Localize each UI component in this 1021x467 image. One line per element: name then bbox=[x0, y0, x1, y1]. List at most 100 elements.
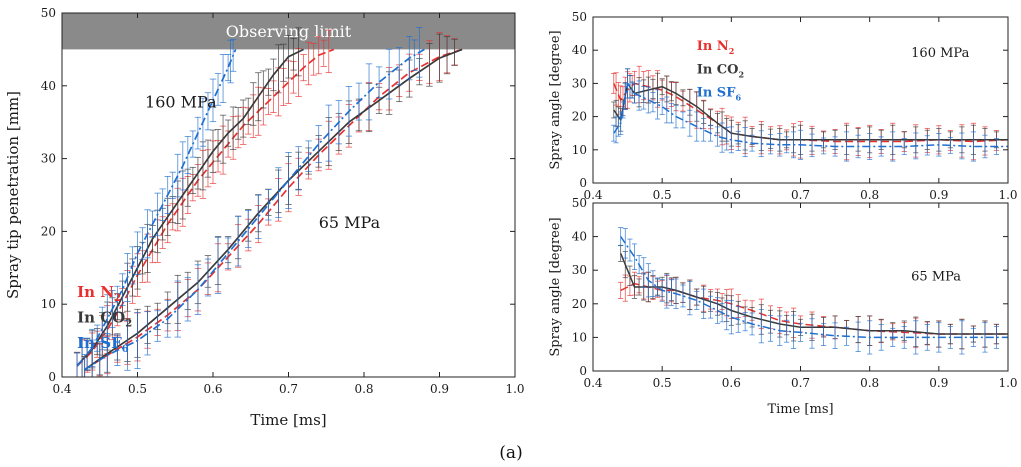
legend-entry-text: In CO bbox=[77, 308, 125, 326]
penetration-y-axis-label: Spray tip penetration [mm] bbox=[4, 91, 22, 299]
penetration-chart: Observing limit 0.4 0.5 0.6 0.7 0.8 0.9 1.0010… bbox=[4, 6, 525, 429]
angle160-annotations: 160 MPa bbox=[911, 46, 969, 61]
penetration-plot-frame bbox=[61, 12, 516, 378]
x-tick-label: 0.6 bbox=[722, 376, 741, 390]
x-tick-label: 0.4 bbox=[583, 376, 602, 390]
penetration-ticks: 0.4 0.5 0.6 0.7 0.8 0.9 1.0 0 10 20 30 40 50 bbox=[41, 6, 525, 396]
series-in-sf6-160-mpa bbox=[73, 39, 237, 378]
y-tick-label: 0 bbox=[48, 370, 56, 384]
legend-entry-subscript: 6 bbox=[735, 93, 741, 103]
x-tick-label: 0.4 bbox=[52, 382, 71, 396]
x-tick-label: 1.0 bbox=[505, 382, 524, 396]
y-tick-label: 10 bbox=[572, 330, 587, 344]
series-in-co2-160-mpa bbox=[611, 68, 1008, 155]
legend-entry: In N2 bbox=[77, 283, 121, 304]
x-tick-label: 0.7 bbox=[279, 382, 298, 396]
y-tick-label: 30 bbox=[41, 152, 56, 166]
series-in-co2-65-mpa bbox=[81, 33, 463, 378]
y-tick-label: 30 bbox=[572, 76, 587, 90]
x-tick-label: 0.8 bbox=[860, 376, 879, 390]
angle65-x-axis-label: Time [ms] bbox=[767, 402, 833, 417]
series-line bbox=[620, 253, 1008, 335]
y-tick-label: 50 bbox=[572, 10, 587, 24]
pressure-annotation: 65 MPa bbox=[911, 269, 961, 284]
series-in-sf6-65-mpa bbox=[81, 27, 425, 378]
x-tick-label: 1.0 bbox=[998, 376, 1017, 390]
series-line bbox=[76, 49, 237, 367]
series-line bbox=[84, 48, 463, 371]
x-tick-label: 0.9 bbox=[430, 382, 449, 396]
y-tick-label: 20 bbox=[41, 224, 56, 238]
legend-entry-text: In N bbox=[77, 283, 114, 301]
legend-entry-subscript: 2 bbox=[125, 318, 132, 329]
x-tick-label: 0.9 bbox=[929, 376, 948, 390]
x-tick-label: 0.5 bbox=[653, 376, 672, 390]
legend-entry-subscript: 6 bbox=[122, 344, 129, 355]
y-tick-label: 20 bbox=[572, 110, 587, 124]
penetration-series bbox=[73, 27, 463, 378]
series-line bbox=[76, 48, 335, 367]
angle160-plot-frame bbox=[592, 16, 1009, 184]
legend-entry: In CO2 bbox=[77, 308, 132, 329]
pressure-annotation: 160 MPa bbox=[145, 93, 217, 112]
x-tick-label: 0.7 bbox=[791, 376, 810, 390]
y-tick-label: 40 bbox=[41, 79, 56, 93]
angle160-series bbox=[611, 65, 1009, 162]
legend-entry-subscript: 2 bbox=[738, 69, 744, 79]
y-tick-label: 10 bbox=[41, 297, 56, 311]
pressure-annotation: 160 MPa bbox=[911, 46, 969, 61]
spray-angle-160-chart: 0.4 0.5 0.6 0.7 0.8 0.9 1.0 0 10 20 30 40 50 160 MPa… bbox=[548, 10, 1018, 202]
angle160-ticks: 0.4 0.5 0.6 0.7 0.8 0.9 1.0 0 10 20 30 40 50 bbox=[572, 10, 1018, 202]
x-tick-label: 0.8 bbox=[354, 382, 373, 396]
series-line bbox=[620, 236, 1008, 339]
series-in-n2-65-mpa bbox=[81, 32, 463, 378]
angle65-plot-frame bbox=[592, 202, 1009, 372]
series-line bbox=[84, 48, 463, 371]
penetration-x-axis-label: Time [ms] bbox=[250, 411, 326, 429]
y-tick-label: 0 bbox=[579, 364, 587, 378]
penetration-annotations: 160 MPa 65 MPa bbox=[145, 93, 381, 232]
x-tick-label: 0.6 bbox=[722, 188, 741, 202]
angle65-series bbox=[618, 227, 1008, 355]
x-tick-label: 1.0 bbox=[998, 188, 1017, 202]
legend-entry-text: In SF bbox=[77, 334, 122, 352]
legend-entry-text: In CO bbox=[697, 62, 739, 77]
angle65-ticks: 0.4 0.5 0.6 0.7 0.8 0.9 1.0 0 10 20 30 40 50 bbox=[572, 196, 1018, 390]
y-tick-label: 30 bbox=[572, 263, 587, 277]
pressure-annotation: 65 MPa bbox=[319, 213, 381, 232]
x-tick-label: 0.6 bbox=[203, 382, 222, 396]
series-line bbox=[84, 48, 425, 371]
angle160-y-axis-label: Spray angle [degree] bbox=[548, 30, 563, 169]
y-tick-label: 10 bbox=[572, 143, 587, 157]
x-tick-label: 0.9 bbox=[929, 188, 948, 202]
x-tick-label: 0.8 bbox=[860, 188, 879, 202]
x-tick-label: 0.7 bbox=[791, 188, 810, 202]
y-tick-label: 40 bbox=[572, 230, 587, 244]
figure-caption: (a) bbox=[499, 443, 522, 463]
legend-entry: In CO2 bbox=[697, 62, 744, 79]
legend-entry: In SF6 bbox=[77, 334, 129, 355]
y-tick-label: 40 bbox=[572, 43, 587, 57]
series-line bbox=[613, 81, 1008, 148]
series-in-sf6-160-mpa bbox=[611, 68, 1008, 162]
y-tick-label: 50 bbox=[41, 6, 56, 20]
series-in-sf6-65-mpa bbox=[618, 227, 1008, 355]
y-tick-label: 20 bbox=[572, 297, 587, 311]
series-line bbox=[613, 81, 1008, 141]
y-tick-label: 50 bbox=[572, 196, 587, 210]
x-tick-label: 0.5 bbox=[653, 188, 672, 202]
y-tick-label: 0 bbox=[579, 176, 587, 190]
legend-entry: In SF6 bbox=[697, 86, 742, 103]
x-tick-label: 0.4 bbox=[583, 188, 602, 202]
x-tick-label: 0.5 bbox=[128, 382, 147, 396]
series-line bbox=[76, 48, 304, 366]
legend-entry-subscript: 2 bbox=[729, 46, 735, 56]
legend-entry-subscript: 2 bbox=[114, 293, 121, 304]
legend-entry-text: In SF bbox=[697, 86, 736, 101]
legend-entry: In N2 bbox=[697, 39, 735, 56]
angle65-annotations: 65 MPa bbox=[911, 269, 961, 284]
